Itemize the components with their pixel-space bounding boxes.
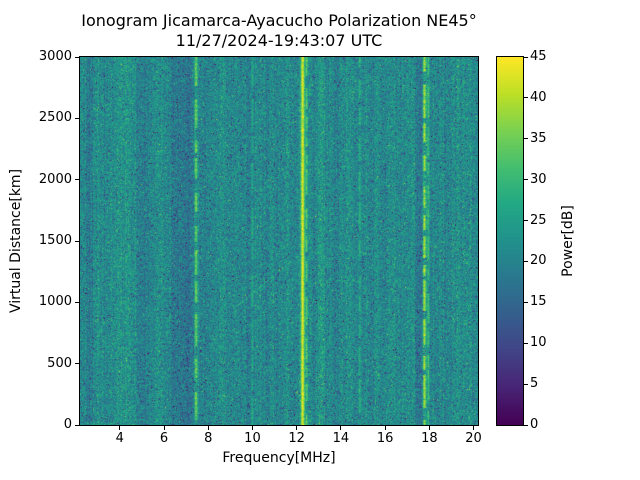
y-tick-label: 3000 [38,49,72,64]
y-tick-label: 1000 [38,294,72,310]
x-tick-mark [340,426,342,430]
colorbar-tick-label: 25 [530,212,547,228]
ionogram-heatmap-canvas [80,57,478,425]
chart-title: Ionogram Jicamarca-Ayacucho Polarization… [81,11,477,30]
colorbar-tick-mark [524,179,528,181]
colorbar-tick-label: 35 [530,130,547,146]
y-tick-label: 500 [47,355,72,371]
colorbar-tick-label: 30 [530,171,547,187]
y-tick-mark [75,363,79,365]
colorbar-tick-label: 15 [530,294,547,310]
x-tick-label: 16 [376,431,394,446]
y-tick-mark [75,179,79,181]
plot-area [79,56,479,426]
colorbar-tick-label: 20 [530,253,547,269]
x-tick-label: 14 [332,431,350,446]
colorbar-tick-mark [524,342,528,344]
x-tick-mark [207,426,209,430]
x-tick-label: 12 [288,431,305,446]
x-tick-label: 4 [115,431,124,446]
colorbar-tick-mark [524,56,528,58]
colorbar-tick-mark [524,138,528,140]
colorbar-tick-label: 10 [530,335,547,351]
colorbar-tick-label: 40 [530,89,547,105]
y-tick-label: 2500 [38,110,72,126]
colorbar-tick-mark [524,220,528,222]
y-tick-label: 2000 [38,171,72,187]
colorbar-tick-mark [524,301,528,303]
y-tick-label: 0 [63,417,72,432]
x-axis-label: Frequency[MHz] [222,450,336,466]
colorbar-tick-mark [524,260,528,262]
colorbar-tick-label: 0 [530,417,539,432]
x-tick-label: 18 [421,431,438,446]
colorbar-label: Power[dB] [560,205,576,277]
y-tick-mark [75,301,79,303]
x-tick-mark [428,426,430,430]
colorbar-tick-label: 5 [530,376,539,392]
y-tick-mark [75,240,79,242]
x-tick-label: 20 [465,431,482,446]
colorbar-canvas [497,57,523,425]
y-tick-mark [75,424,79,426]
x-tick-mark [119,426,121,430]
x-tick-mark [163,426,165,430]
y-tick-label: 1500 [38,233,72,248]
y-axis-label: Virtual Distance[km] [8,168,24,314]
y-tick-mark [75,117,79,119]
colorbar-tick-mark [524,424,528,426]
colorbar-tick-mark [524,383,528,385]
x-tick-mark [296,426,298,430]
x-tick-mark [384,426,386,430]
colorbar [496,56,524,426]
colorbar-tick-mark [524,97,528,99]
chart-subtitle: 11/27/2024-19:43:07 UTC [175,31,383,50]
y-tick-mark [75,56,79,58]
x-tick-mark [473,426,475,430]
x-tick-mark [251,426,253,430]
x-tick-label: 8 [204,431,213,446]
colorbar-tick-label: 45 [530,49,547,64]
x-tick-label: 10 [244,431,261,446]
x-tick-label: 6 [159,431,169,446]
